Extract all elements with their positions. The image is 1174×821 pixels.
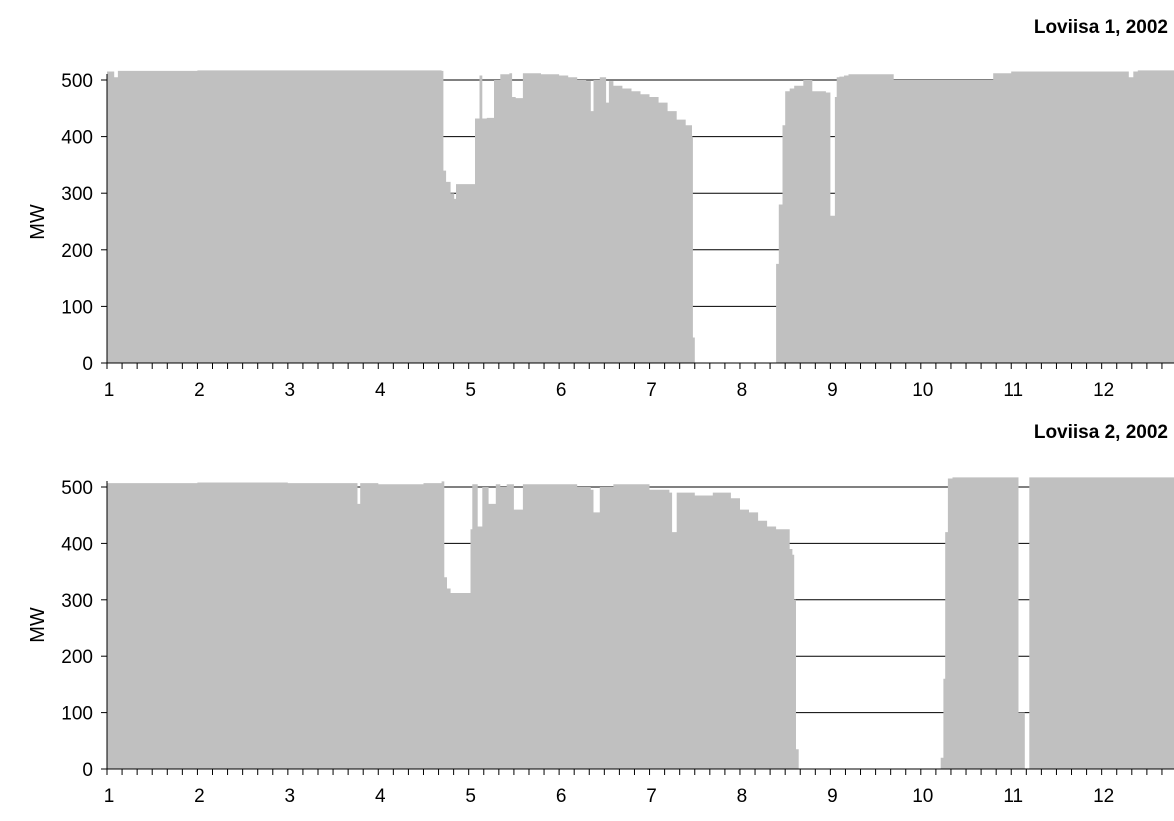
x-tick-label: 5: [465, 380, 476, 401]
x-tick-label: 8: [737, 786, 748, 807]
x-tick-label: 6: [556, 380, 567, 401]
chart-title: Loviisa 1, 2002: [1034, 17, 1168, 38]
y-tick-label: 0: [82, 760, 93, 781]
y-tick-label: 500: [61, 71, 93, 92]
y-tick-label: 300: [61, 184, 93, 205]
x-tick-label: 12: [1093, 380, 1114, 401]
y-tick-label: 300: [61, 591, 93, 612]
y-axis-label: MW: [27, 607, 49, 643]
y-axis-label: MW: [27, 204, 49, 240]
x-tick-label: 1: [104, 380, 115, 401]
x-tick-label: 10: [912, 380, 933, 401]
x-tick-label: 8: [737, 380, 748, 401]
chart-panel-loviisa-1: Loviisa 1, 2002 MW 0 100 200 300 400 500 1 2 3 4 5…: [0, 0, 1174, 410]
chart-title: Loviisa 2, 2002: [1034, 422, 1168, 443]
power-output-area: [107, 477, 1174, 769]
x-tick-label: 1: [104, 786, 115, 807]
x-tick-label: 9: [827, 786, 838, 807]
x-tick-label: 12: [1093, 786, 1114, 807]
y-tick-label: 400: [61, 534, 93, 555]
x-tick-label: 11: [1003, 380, 1023, 401]
x-tick-label: 7: [646, 380, 657, 401]
x-tick-label: 9: [827, 380, 838, 401]
x-tick-label: 4: [375, 380, 386, 401]
x-tick-label: 6: [556, 786, 567, 807]
x-tick-label: 4: [375, 786, 386, 807]
x-tick-label: 3: [285, 380, 296, 401]
y-tick-label: 200: [61, 241, 93, 262]
y-tick-label: 200: [61, 647, 93, 668]
x-tick-label: 7: [646, 786, 657, 807]
x-tick-label: 11: [1003, 786, 1023, 807]
chart-panel-loviisa-2: Loviisa 2, 2002 MW 0 100 200 300 400 500 1 2 3 4 5…: [0, 410, 1174, 820]
x-tick-label: 2: [194, 380, 205, 401]
y-tick-label: 400: [61, 128, 93, 149]
y-tick-label: 100: [61, 704, 93, 725]
x-tick-label: 10: [912, 786, 933, 807]
y-tick-label: 0: [82, 354, 93, 375]
x-tick-label: 5: [465, 786, 476, 807]
power-output-area: [107, 70, 1174, 364]
x-tick-label: 2: [194, 786, 205, 807]
y-tick-label: 100: [61, 297, 93, 318]
y-tick-label: 500: [61, 478, 93, 499]
x-tick-label: 3: [285, 786, 296, 807]
